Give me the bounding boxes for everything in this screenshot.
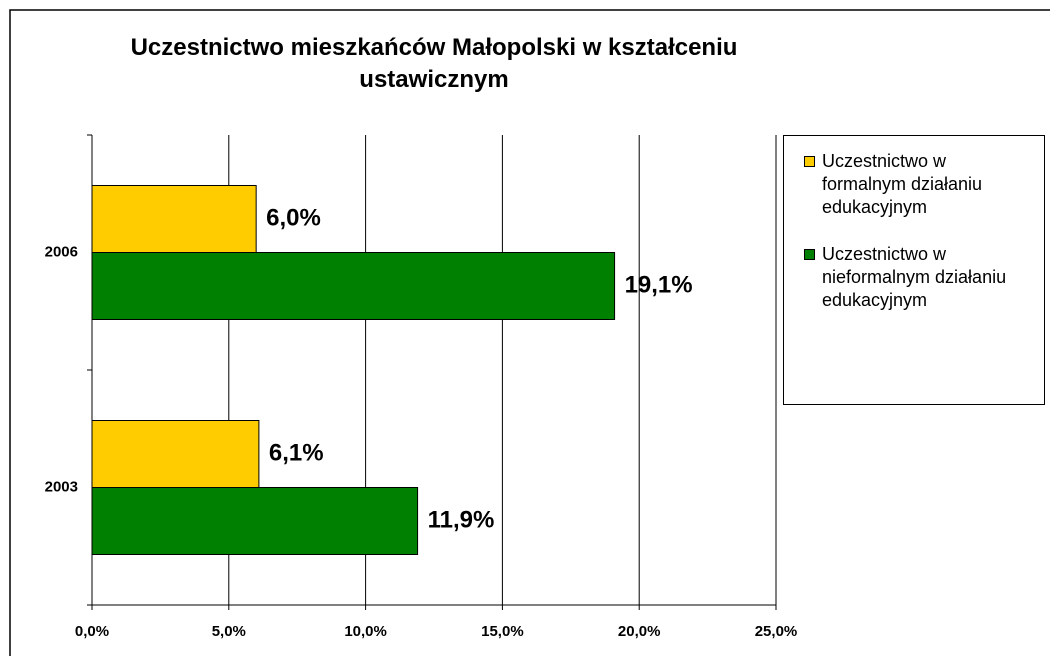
legend-label: Uczestnictwo w formalnym działaniu eduka… bbox=[822, 151, 983, 217]
data-label: 19,1% bbox=[625, 271, 693, 298]
x-tick-label: 10,0% bbox=[344, 623, 387, 640]
data-label: 6,1% bbox=[269, 439, 324, 466]
bar bbox=[91, 487, 419, 555]
legend: Uczestnictwo w formalnym działaniu eduka… bbox=[783, 135, 1045, 405]
y-tick-label: 2006 bbox=[45, 243, 78, 260]
legend-item: Uczestnictwo w formalnym działaniu eduka… bbox=[804, 150, 1034, 219]
data-label: 6,0% bbox=[266, 204, 321, 231]
x-tick-label: 25,0% bbox=[755, 623, 798, 640]
bar bbox=[91, 252, 616, 320]
legend-swatch bbox=[804, 156, 815, 167]
bar bbox=[91, 185, 257, 253]
data-label: 11,9% bbox=[428, 506, 495, 533]
x-tick-label: 15,0% bbox=[481, 623, 524, 640]
chart-title: Uczestnictwo mieszkańców Małopolski w ks… bbox=[130, 34, 738, 93]
legend-item: Uczestnictwo w nieformalnym działaniu ed… bbox=[804, 243, 1034, 312]
x-tick-label: 0,0% bbox=[75, 623, 109, 640]
legend-swatch bbox=[804, 249, 815, 260]
x-tick-label: 20,0% bbox=[618, 623, 661, 640]
y-tick-label: 2003 bbox=[45, 478, 78, 495]
legend-label: Uczestnictwo w nieformalnym działaniu ed… bbox=[822, 244, 1007, 310]
frame bbox=[9, 9, 1050, 656]
x-tick-label: 5,0% bbox=[212, 623, 246, 640]
bar bbox=[91, 420, 260, 488]
